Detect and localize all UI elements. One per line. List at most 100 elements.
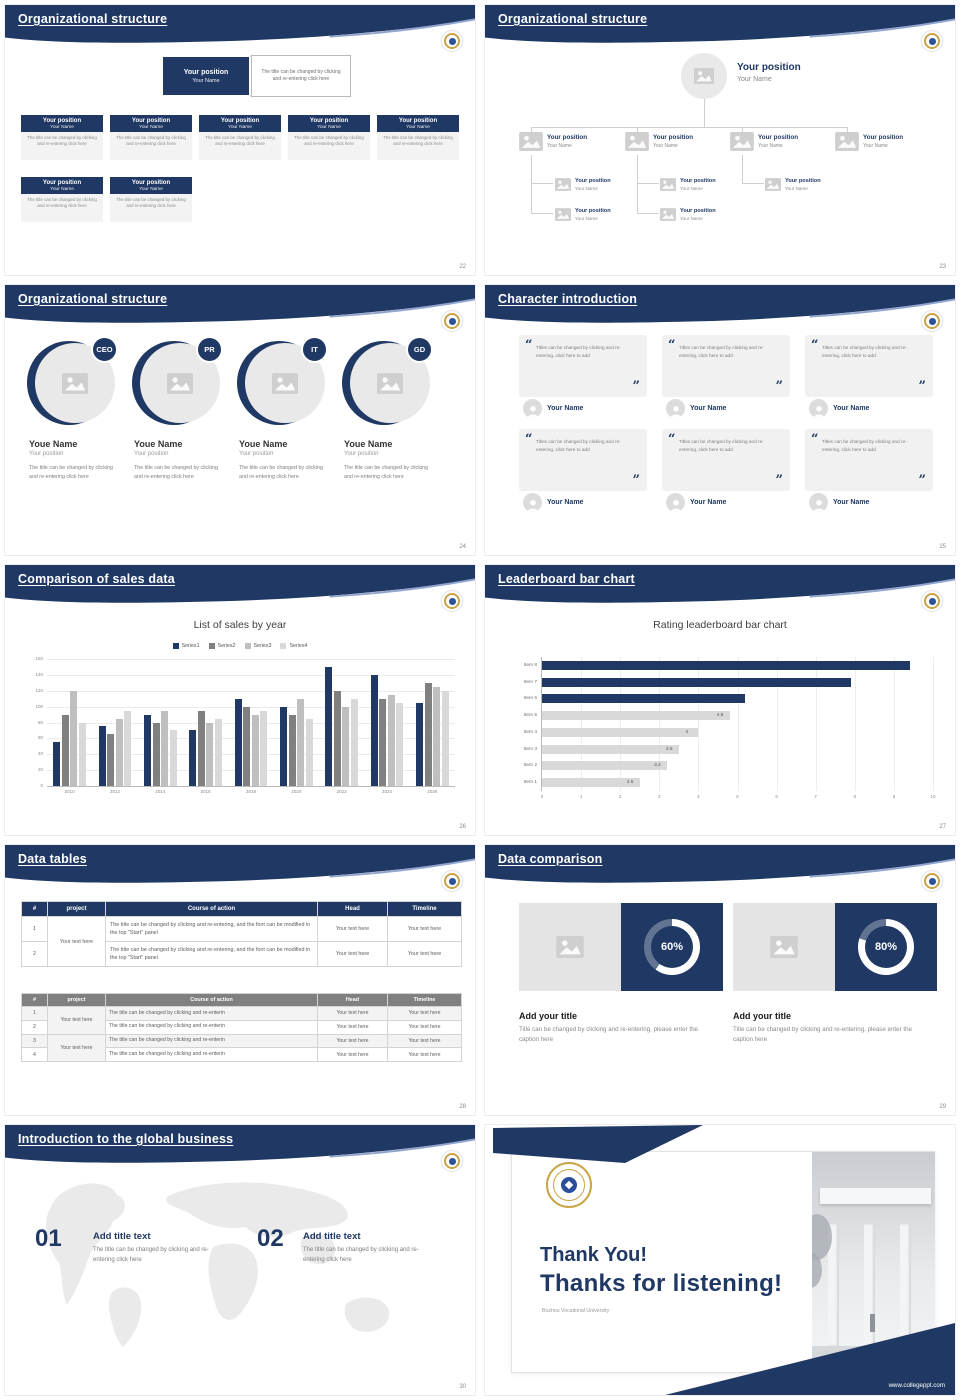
table-cell: Your text here <box>317 1047 388 1063</box>
org-position: Your position <box>309 117 349 124</box>
x-tick-label: 2012 <box>109 789 120 794</box>
org-name: Your Name <box>139 186 163 192</box>
org-node: Your position Your Name The title can be … <box>21 177 103 222</box>
member-card: GD Youe Name Your position The title can… <box>340 336 436 481</box>
logo-ring <box>444 313 460 329</box>
gridline <box>47 690 455 692</box>
quote-text: Titles can be changed by clicking and re… <box>536 439 621 452</box>
table-cell: 1 <box>21 1006 48 1021</box>
picture-icon <box>625 132 649 151</box>
table-cell: The title can be changed by clicking and… <box>105 941 318 968</box>
table-cell: Your text here <box>47 1033 106 1063</box>
slide-25-character-introduction[interactable]: Character introduction “ Titles can be c… <box>484 284 956 556</box>
logo-ring <box>924 33 940 49</box>
org-position: Your position <box>680 208 716 215</box>
x-tick-label: 2018 <box>245 789 256 794</box>
university-logo-icon <box>442 591 462 611</box>
donut-chart: 60% <box>644 919 700 975</box>
logo-core <box>448 597 456 605</box>
legend-label: Series4 <box>289 643 308 649</box>
column-header: project <box>47 993 106 1007</box>
org-node: Your position Your Name <box>660 178 716 191</box>
photo-placeholder: PR <box>132 336 223 427</box>
org-position: Your position <box>680 178 716 185</box>
picture-icon <box>555 178 571 191</box>
data-table-secondary: # project Course of action Head Timeline… <box>21 993 462 1063</box>
role-badge: PR <box>196 336 223 363</box>
x-tick-label: 8 <box>853 794 857 799</box>
category-label: Item 3 <box>523 746 537 752</box>
bar-series2-2018 <box>243 706 251 786</box>
photo-placeholder-icon <box>681 53 727 99</box>
bar-series3-2024 <box>387 694 395 786</box>
member-card: CEO Youe Name Your position The title ca… <box>25 336 121 481</box>
legend-swatch <box>172 643 179 649</box>
chart-title: Rating leaderboard bar chart <box>653 619 787 631</box>
member-card: PR Youe Name Your position The title can… <box>130 336 226 481</box>
quote-close-icon: ” <box>632 473 640 488</box>
org-position: Your position <box>863 134 904 142</box>
org-position: Your position <box>183 68 229 76</box>
comparison-item: 60% <box>519 903 723 991</box>
corner-decoration <box>493 1125 703 1163</box>
slide-22-org-structure[interactable]: Organizational structure Your position Y… <box>4 4 476 276</box>
logo-core <box>448 877 456 885</box>
slide-27-leaderboard-chart[interactable]: Leaderboard bar chart Rating leaderboard… <box>484 564 956 836</box>
org-top-node: Your position Your Name <box>737 62 801 83</box>
picture-icon <box>519 132 543 151</box>
column-header: # <box>21 993 48 1007</box>
table-row: 2 The title can be changed by clicking a… <box>21 1019 462 1035</box>
quote-text: Titles can be changed by clicking and re… <box>822 439 907 452</box>
university-logo-icon <box>546 1162 592 1208</box>
gridline <box>47 674 455 676</box>
table-cell: Your text here <box>317 1006 388 1021</box>
logo-ring <box>444 33 460 49</box>
y-tick-label: 20 <box>37 767 43 773</box>
table-cell: Your text here <box>387 941 462 968</box>
avatar-icon <box>666 493 685 512</box>
org-node-note: The title can be changed by clicking and… <box>288 132 370 160</box>
slide-30-global-business[interactable]: Introduction to the global business 01 A… <box>4 1124 476 1396</box>
slide-28-data-tables[interactable]: Data tables # project Course of action H… <box>4 844 476 1116</box>
website-link[interactable]: www.collegeppt.com <box>888 1382 945 1389</box>
slide-29-data-comparison[interactable]: Data comparison 60% 80% Add your title T… <box>484 844 956 1116</box>
table-cell: 2 <box>21 1019 48 1035</box>
slide-title: Character introduction <box>498 292 638 306</box>
x-tick-label: 2020 <box>291 789 302 794</box>
quote-open-icon: “ <box>811 432 819 447</box>
item-block: Add title text The title can be changed … <box>93 1231 215 1265</box>
org-node: Your position Your Name The title can be … <box>377 115 459 160</box>
legend-swatch <box>208 643 215 649</box>
picture-icon <box>770 936 798 958</box>
bar-item-4 <box>542 727 699 737</box>
slide-header: Leaderboard bar chart <box>485 565 955 615</box>
x-tick-label: 7 <box>814 794 817 799</box>
category-label: Item 7 <box>523 679 537 685</box>
item-title: Add title text <box>93 1231 151 1242</box>
connector-line <box>742 127 743 132</box>
donut-panel: 80% <box>835 903 937 991</box>
member-name: Youe Name <box>29 439 78 449</box>
org-node: Your position Your Name <box>730 132 798 151</box>
header-wave <box>5 285 475 323</box>
bar-item-6 <box>542 694 746 704</box>
slide-24-org-structure-circles[interactable]: Organizational structure CEO Youe Name Y… <box>4 284 476 556</box>
legend-label: Series1 <box>181 643 200 649</box>
org-node-note: The title can be changed by clicking and… <box>21 132 103 160</box>
table-cell: The title can be changed by clicking and… <box>105 1033 318 1049</box>
thank-you-card: Thank You! Thanks for listening! Bozhou … <box>511 1151 935 1373</box>
legend-label: Series3 <box>253 643 272 649</box>
table-cell: Your text here <box>317 915 388 943</box>
logo-core <box>561 1177 577 1193</box>
bar-item-8 <box>542 660 910 670</box>
slide-31-thank-you[interactable]: Thank You! Thanks for listening! Bozhou … <box>484 1124 956 1396</box>
y-tick-label: 80 <box>37 719 43 725</box>
slide-26-sales-comparison-chart[interactable]: Comparison of sales data List of sales b… <box>4 564 476 836</box>
y-tick-label: 0 <box>40 783 43 788</box>
bar-series1-2022 <box>325 666 333 786</box>
org-name: Your Name <box>575 185 598 191</box>
university-logo-icon <box>922 591 942 611</box>
world-map <box>45 1182 390 1347</box>
slide-23-org-structure-photos[interactable]: Organizational structure Your position Y… <box>484 4 956 276</box>
